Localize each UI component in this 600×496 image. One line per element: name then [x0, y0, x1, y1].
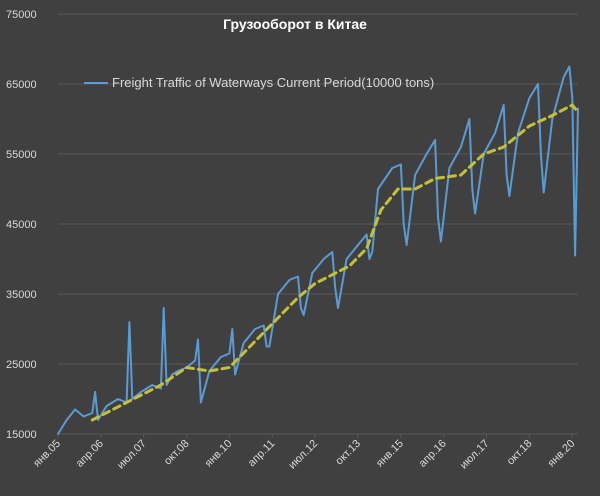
chart-title: Грузооборот в Китае [223, 16, 367, 32]
freight-traffic-line [57, 65, 579, 435]
legend: Freight Traffic of Waterways Current Per… [84, 74, 444, 91]
series-lines [57, 65, 580, 435]
y-tick-label: 65000 [6, 79, 37, 91]
legend-swatch [84, 82, 108, 84]
y-tick-label: 75000 [6, 9, 37, 21]
y-tick-label: 25000 [6, 359, 37, 371]
y-tick-label: 15000 [6, 429, 37, 441]
legend-label: Freight Traffic of Waterways Current Per… [112, 75, 435, 90]
gridlines [58, 13, 578, 435]
y-tick-label: 35000 [6, 289, 37, 301]
y-tick-label: 45000 [6, 219, 37, 231]
trend-line [90, 103, 580, 422]
y-tick-label: 55000 [6, 149, 37, 161]
